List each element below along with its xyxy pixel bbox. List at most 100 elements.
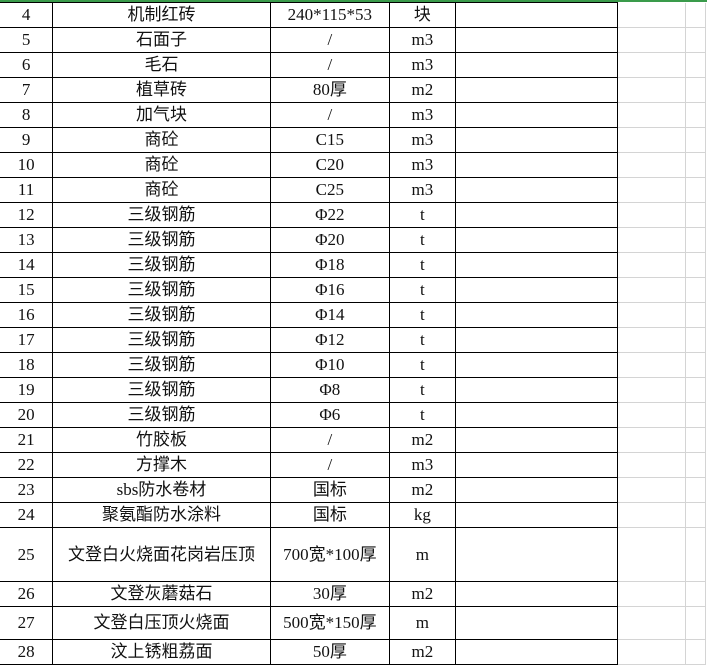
cell-empty[interactable]: [685, 639, 706, 665]
cell-spec[interactable]: Φ6: [269, 402, 390, 428]
cell-unit[interactable]: m3: [388, 27, 456, 53]
cell-spec[interactable]: C25: [269, 177, 390, 203]
cell-unit[interactable]: t: [388, 277, 456, 303]
cell-empty[interactable]: [454, 227, 619, 253]
cell-spec[interactable]: 80厚: [269, 77, 390, 103]
cell-number[interactable]: 24: [0, 502, 54, 528]
cell-empty[interactable]: [685, 402, 706, 428]
cell-empty[interactable]: [685, 606, 706, 640]
cell-empty[interactable]: [617, 402, 687, 428]
cell-spec[interactable]: /: [269, 452, 390, 478]
cell-empty[interactable]: [685, 52, 706, 78]
cell-spec[interactable]: /: [269, 427, 390, 453]
cell-empty[interactable]: [685, 152, 706, 178]
cell-empty[interactable]: [454, 527, 619, 582]
cell-unit[interactable]: m3: [388, 177, 456, 203]
cell-empty[interactable]: [454, 2, 619, 28]
cell-empty[interactable]: [617, 27, 687, 53]
cell-empty[interactable]: [617, 227, 687, 253]
cell-unit[interactable]: m2: [388, 477, 456, 503]
cell-empty[interactable]: [617, 302, 687, 328]
cell-number[interactable]: 11: [0, 177, 54, 203]
cell-number[interactable]: 21: [0, 427, 54, 453]
cell-empty[interactable]: [617, 252, 687, 278]
cell-unit[interactable]: m2: [388, 427, 456, 453]
cell-spec[interactable]: 30厚: [269, 581, 390, 607]
cell-empty[interactable]: [685, 427, 706, 453]
cell-number[interactable]: 27: [0, 606, 54, 640]
cell-empty[interactable]: [685, 2, 706, 28]
cell-material-name[interactable]: 机制红砖: [52, 2, 271, 28]
cell-empty[interactable]: [685, 227, 706, 253]
cell-empty[interactable]: [617, 127, 687, 153]
cell-empty[interactable]: [454, 252, 619, 278]
cell-material-name[interactable]: 三级钢筋: [52, 402, 271, 428]
cell-number[interactable]: 22: [0, 452, 54, 478]
cell-empty[interactable]: [685, 502, 706, 528]
cell-unit[interactable]: m2: [388, 581, 456, 607]
cell-empty[interactable]: [454, 502, 619, 528]
cell-empty[interactable]: [617, 477, 687, 503]
cell-empty[interactable]: [685, 581, 706, 607]
cell-unit[interactable]: m2: [388, 77, 456, 103]
cell-material-name[interactable]: 文登白火烧面花岗岩压顶: [52, 527, 271, 582]
cell-empty[interactable]: [617, 77, 687, 103]
cell-empty[interactable]: [454, 277, 619, 303]
cell-material-name[interactable]: 石面子: [52, 27, 271, 53]
cell-empty[interactable]: [454, 127, 619, 153]
cell-unit[interactable]: m3: [388, 452, 456, 478]
cell-number[interactable]: 19: [0, 377, 54, 403]
cell-number[interactable]: 4: [0, 2, 54, 28]
cell-empty[interactable]: [617, 2, 687, 28]
cell-empty[interactable]: [454, 102, 619, 128]
cell-number[interactable]: 28: [0, 639, 54, 665]
cell-spec[interactable]: /: [269, 27, 390, 53]
cell-spec[interactable]: Φ18: [269, 252, 390, 278]
cell-empty[interactable]: [617, 177, 687, 203]
cell-unit[interactable]: t: [388, 252, 456, 278]
cell-unit[interactable]: m: [388, 527, 456, 582]
cell-material-name[interactable]: 聚氨酯防水涂料: [52, 502, 271, 528]
cell-spec[interactable]: Φ8: [269, 377, 390, 403]
cell-unit[interactable]: m3: [388, 127, 456, 153]
cell-number[interactable]: 17: [0, 327, 54, 353]
cell-unit[interactable]: t: [388, 352, 456, 378]
cell-material-name[interactable]: 汶上锈粗荔面: [52, 639, 271, 665]
cell-empty[interactable]: [617, 202, 687, 228]
cell-unit[interactable]: t: [388, 402, 456, 428]
cell-unit[interactable]: 块: [388, 2, 456, 28]
cell-material-name[interactable]: 三级钢筋: [52, 277, 271, 303]
cell-material-name[interactable]: 三级钢筋: [52, 202, 271, 228]
cell-spec[interactable]: Φ20: [269, 227, 390, 253]
cell-spec[interactable]: /: [269, 52, 390, 78]
cell-spec[interactable]: C15: [269, 127, 390, 153]
cell-number[interactable]: 26: [0, 581, 54, 607]
cell-empty[interactable]: [685, 277, 706, 303]
cell-number[interactable]: 9: [0, 127, 54, 153]
cell-number[interactable]: 18: [0, 352, 54, 378]
cell-empty[interactable]: [617, 327, 687, 353]
cell-spec[interactable]: Φ10: [269, 352, 390, 378]
cell-unit[interactable]: t: [388, 202, 456, 228]
cell-empty[interactable]: [617, 527, 687, 582]
cell-empty[interactable]: [454, 202, 619, 228]
cell-number[interactable]: 5: [0, 27, 54, 53]
cell-number[interactable]: 6: [0, 52, 54, 78]
cell-unit[interactable]: kg: [388, 502, 456, 528]
cell-spec[interactable]: Φ16: [269, 277, 390, 303]
cell-number[interactable]: 13: [0, 227, 54, 253]
cell-empty[interactable]: [454, 52, 619, 78]
cell-empty[interactable]: [454, 152, 619, 178]
cell-empty[interactable]: [454, 327, 619, 353]
cell-empty[interactable]: [617, 102, 687, 128]
cell-empty[interactable]: [617, 606, 687, 640]
cell-spec[interactable]: 国标: [269, 502, 390, 528]
cell-spec[interactable]: 国标: [269, 477, 390, 503]
cell-material-name[interactable]: 商砼: [52, 177, 271, 203]
cell-empty[interactable]: [454, 452, 619, 478]
cell-empty[interactable]: [685, 127, 706, 153]
cell-spec[interactable]: 50厚: [269, 639, 390, 665]
cell-empty[interactable]: [454, 302, 619, 328]
cell-empty[interactable]: [454, 639, 619, 665]
cell-material-name[interactable]: 加气块: [52, 102, 271, 128]
